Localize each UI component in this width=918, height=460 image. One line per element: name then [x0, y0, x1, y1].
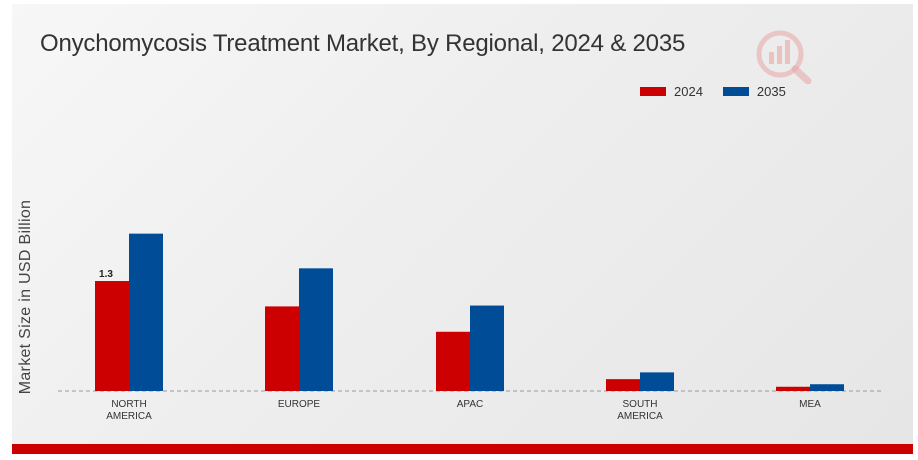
- legend-label-2024: 2024: [674, 83, 703, 99]
- footer-band: [12, 444, 913, 454]
- bar-2035-north-america: [129, 233, 163, 391]
- bar-2035-south-america: [640, 372, 674, 391]
- bar-2035-mea: [810, 384, 844, 391]
- legend-item-2024: 2024: [640, 84, 703, 99]
- bar-2035-europe: [299, 268, 333, 391]
- legend-label-2035: 2035: [756, 83, 786, 99]
- bar-2024-north-america: [95, 281, 129, 391]
- chart-title: Onychomycosis Treatment Market, By Regio…: [40, 30, 686, 57]
- x-tick-label: NORTH AMERICA: [106, 399, 152, 422]
- bar-2024-south-america: [606, 379, 640, 391]
- bar-2024-mea: [776, 386, 810, 391]
- bar-2035-apac: [470, 305, 504, 391]
- legend-swatch-2024: [640, 86, 666, 96]
- bar-2024-apac: [436, 331, 470, 391]
- x-tick-label: APAC: [457, 399, 484, 410]
- bar-2024-europe: [265, 306, 299, 391]
- legend-swatch-2035: [722, 86, 749, 96]
- legend: 2024 2035: [640, 82, 806, 100]
- market-research-logo-icon: [753, 26, 815, 89]
- x-tick-label: SOUTH AMERICA: [617, 399, 663, 422]
- x-tick-label: EUROPE: [278, 399, 321, 410]
- data-label: 1.3: [99, 269, 113, 280]
- x-tick-label: MEA: [799, 399, 821, 410]
- legend-item-2035: 2035: [722, 83, 786, 99]
